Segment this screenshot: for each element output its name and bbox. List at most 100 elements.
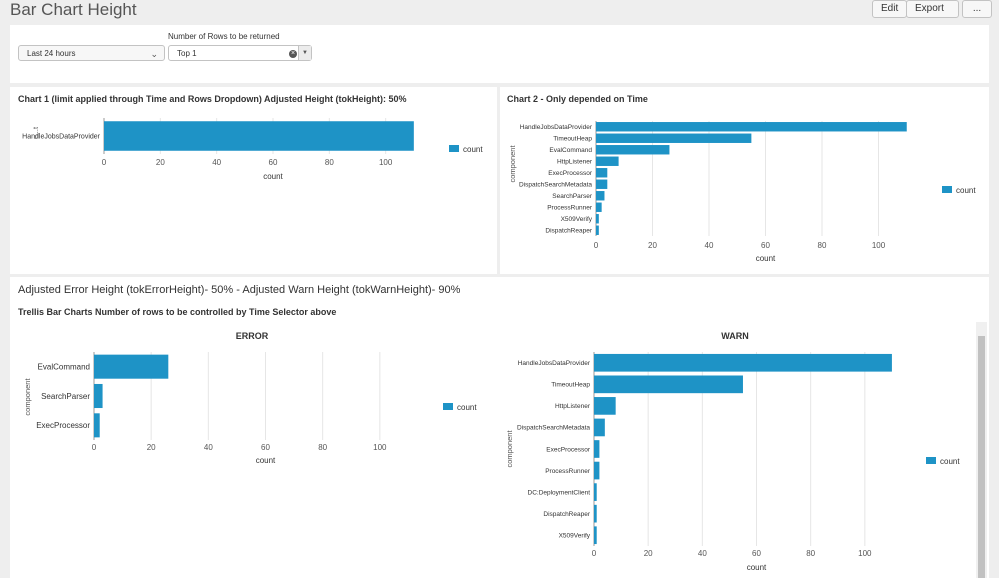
- chart2-panel: Chart 2 - Only depended on Time 0 20 40 60 8…: [500, 87, 989, 274]
- scrollbar-thumb[interactable]: [978, 336, 985, 578]
- x-tick-label: 100: [872, 241, 886, 250]
- bar[interactable]: [594, 397, 616, 415]
- error-chart-svg: 0 20 40 60 80 100 EvalCommand SearchParser ExecP…: [23, 331, 477, 465]
- chart2-title: Chart 2 - Only depended on Time: [507, 94, 648, 104]
- bar[interactable]: [596, 133, 752, 143]
- y-axis-label: component: [23, 378, 32, 416]
- x-tick-label: 80: [806, 549, 815, 558]
- chevron-down-icon: ⌄: [915, 20, 922, 29]
- bar[interactable]: [594, 440, 600, 458]
- x-tick-label: 40: [212, 158, 221, 167]
- chevron-down-icon: ⌄: [150, 49, 158, 59]
- bar[interactable]: [596, 179, 608, 189]
- category-label: SearchParser: [552, 193, 593, 200]
- rows-value: Top 1: [177, 49, 197, 58]
- x-tick-label: 100: [858, 549, 872, 558]
- x-tick-label: 60: [752, 549, 761, 558]
- chart-title: ERROR: [236, 331, 269, 341]
- bar[interactable]: [596, 156, 619, 166]
- bar[interactable]: [94, 383, 103, 409]
- time-range-value: Last 24 hours: [27, 49, 76, 58]
- bar[interactable]: [596, 214, 599, 224]
- x-axis-label: count: [263, 172, 283, 181]
- bar[interactable]: [594, 483, 597, 501]
- y-axis-label: c...t: [31, 126, 40, 139]
- x-tick-label: 100: [373, 443, 387, 452]
- x-tick-label: 40: [204, 443, 213, 452]
- scrollbar[interactable]: [976, 322, 987, 578]
- section-title: Adjusted Error Height (tokErrorHeight)- …: [18, 284, 461, 296]
- x-tick-label: 60: [261, 443, 270, 452]
- chart-title: WARN: [721, 331, 749, 341]
- category-label: EvalCommand: [549, 147, 592, 154]
- category-label: DispatchSearchMetadata: [519, 182, 592, 189]
- more-button[interactable]: ...: [962, 0, 992, 18]
- bar[interactable]: [594, 375, 743, 394]
- x-tick-label: 0: [594, 241, 599, 250]
- x-tick-label: 60: [269, 158, 278, 167]
- bar[interactable]: [596, 191, 605, 201]
- bar[interactable]: [594, 353, 892, 372]
- bar[interactable]: [596, 122, 907, 132]
- bar[interactable]: [596, 202, 602, 212]
- chart1-svg: 0 20 40 60 80 100 HandleJobsDataProvider count c…: [22, 118, 483, 181]
- x-tick-label: 20: [644, 549, 653, 558]
- bar[interactable]: [596, 168, 608, 178]
- category-label: DC:DeploymentClient: [528, 489, 591, 496]
- category-label: SearchParser: [41, 392, 90, 401]
- bar[interactable]: [94, 413, 100, 438]
- category-label: ExecProcessor: [548, 170, 593, 177]
- category-label: HandleJobsDataProvider: [518, 360, 591, 367]
- legend-label[interactable]: count: [940, 457, 960, 466]
- rows-dropdown[interactable]: Top 1 × ▼: [168, 45, 312, 61]
- trellis-title: Trellis Bar Charts Number of rows to be …: [18, 307, 337, 317]
- category-label: ExecProcessor: [546, 446, 591, 453]
- chart2-svg: 0 20 40 60 80 100 HandleJobsDataProvider Timeou…: [508, 121, 976, 263]
- bar[interactable]: [594, 504, 597, 523]
- x-tick-label: 80: [818, 241, 827, 250]
- bar[interactable]: [94, 354, 169, 379]
- x-tick-label: 80: [325, 158, 334, 167]
- x-tick-label: 20: [147, 443, 156, 452]
- caret-down-icon[interactable]: ▼: [298, 46, 311, 60]
- category-label: X509Verify: [561, 216, 593, 223]
- bar[interactable]: [596, 225, 599, 235]
- x-tick-label: 60: [761, 241, 770, 250]
- warn-chart-svg: 0 20 40 60 80 100 HandleJobsDataProvider Timeou…: [505, 331, 960, 572]
- export-button-label: Export: [915, 3, 944, 14]
- legend-label[interactable]: count: [956, 186, 976, 195]
- legend-swatch: [449, 145, 459, 152]
- export-button[interactable]: Export ⌄: [906, 0, 959, 29]
- x-axis-label: count: [756, 254, 776, 263]
- x-tick-label: 100: [379, 158, 393, 167]
- category-label: ProcessRunner: [547, 205, 593, 212]
- legend-swatch: [926, 457, 936, 464]
- x-tick-label: 0: [592, 549, 597, 558]
- category-label: HttpListener: [557, 159, 593, 166]
- x-axis-label: count: [256, 456, 276, 465]
- x-tick-label: 0: [92, 443, 97, 452]
- y-axis-label: component: [505, 430, 514, 468]
- time-range-dropdown[interactable]: Last 24 hours ⌄: [18, 45, 165, 61]
- page-title: Bar Chart Height: [10, 0, 137, 19]
- legend-label[interactable]: count: [457, 403, 477, 412]
- x-tick-label: 40: [705, 241, 714, 250]
- category-label: HandleJobsDataProvider: [22, 133, 100, 140]
- category-label: HandleJobsDataProvider: [520, 124, 593, 131]
- bar[interactable]: [596, 145, 670, 155]
- clear-icon[interactable]: ×: [289, 50, 297, 58]
- bar[interactable]: [594, 526, 597, 545]
- bar[interactable]: [594, 461, 600, 480]
- trellis-panel: Adjusted Error Height (tokErrorHeight)- …: [10, 277, 989, 578]
- category-label: TimeoutHeap: [551, 382, 590, 389]
- category-label: TimeoutHeap: [553, 136, 592, 143]
- chart1-panel: Chart 1 (limit applied through Time and …: [10, 87, 497, 274]
- x-axis-label: count: [747, 563, 767, 572]
- rows-label: Number of Rows to be returned: [168, 32, 280, 41]
- legend-swatch: [942, 186, 952, 193]
- edit-button[interactable]: Edit: [872, 0, 908, 18]
- bar[interactable]: [104, 121, 414, 151]
- legend-label[interactable]: count: [463, 145, 483, 154]
- category-label: DispatchReaper: [545, 228, 592, 235]
- bar[interactable]: [594, 418, 605, 437]
